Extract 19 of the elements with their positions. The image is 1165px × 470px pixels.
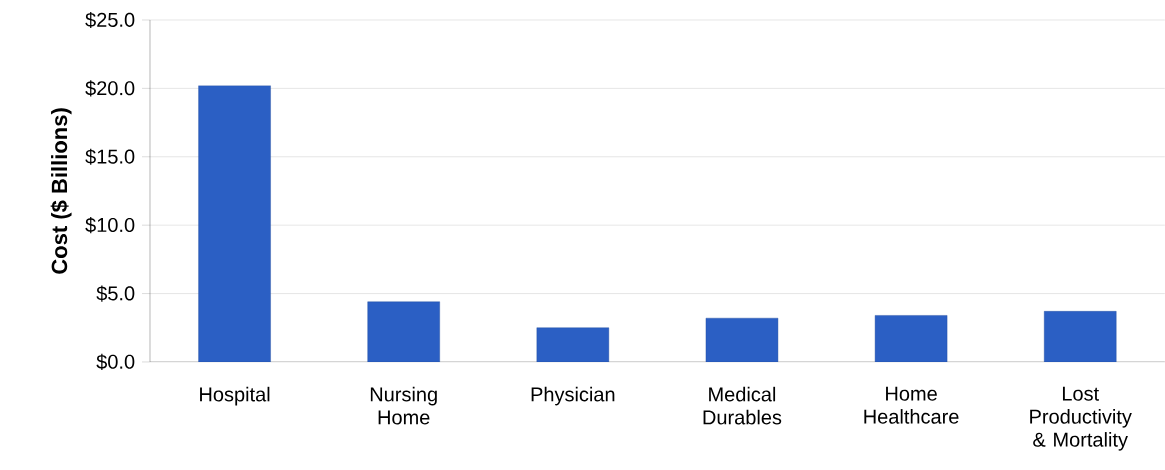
bar xyxy=(705,318,779,362)
y-tick-label: $20.0 xyxy=(85,80,135,97)
x-tick-label: Home Healthcare xyxy=(864,386,959,424)
bar xyxy=(198,85,271,362)
y-axis-title: Cost ($ Billions) xyxy=(50,108,72,274)
x-tick-label: Nursing Home xyxy=(370,386,437,425)
bar xyxy=(536,327,610,362)
y-tick-label: $10.0 xyxy=(85,217,135,234)
y-tick-label: $5.0 xyxy=(96,285,135,302)
bar xyxy=(874,315,948,362)
x-tick-label: Hospital xyxy=(200,386,270,406)
y-tick-label: $0.0 xyxy=(96,353,135,371)
x-tick-label: Physician xyxy=(531,386,615,406)
x-tick-label: Lost Productivity & Mortality xyxy=(1030,386,1132,451)
x-tick-label: Medical Durables xyxy=(703,386,782,425)
bar xyxy=(367,301,440,362)
bar xyxy=(1044,311,1117,362)
y-tick-label: $15.0 xyxy=(85,148,135,165)
y-tick-label: $25.0 xyxy=(85,11,135,29)
